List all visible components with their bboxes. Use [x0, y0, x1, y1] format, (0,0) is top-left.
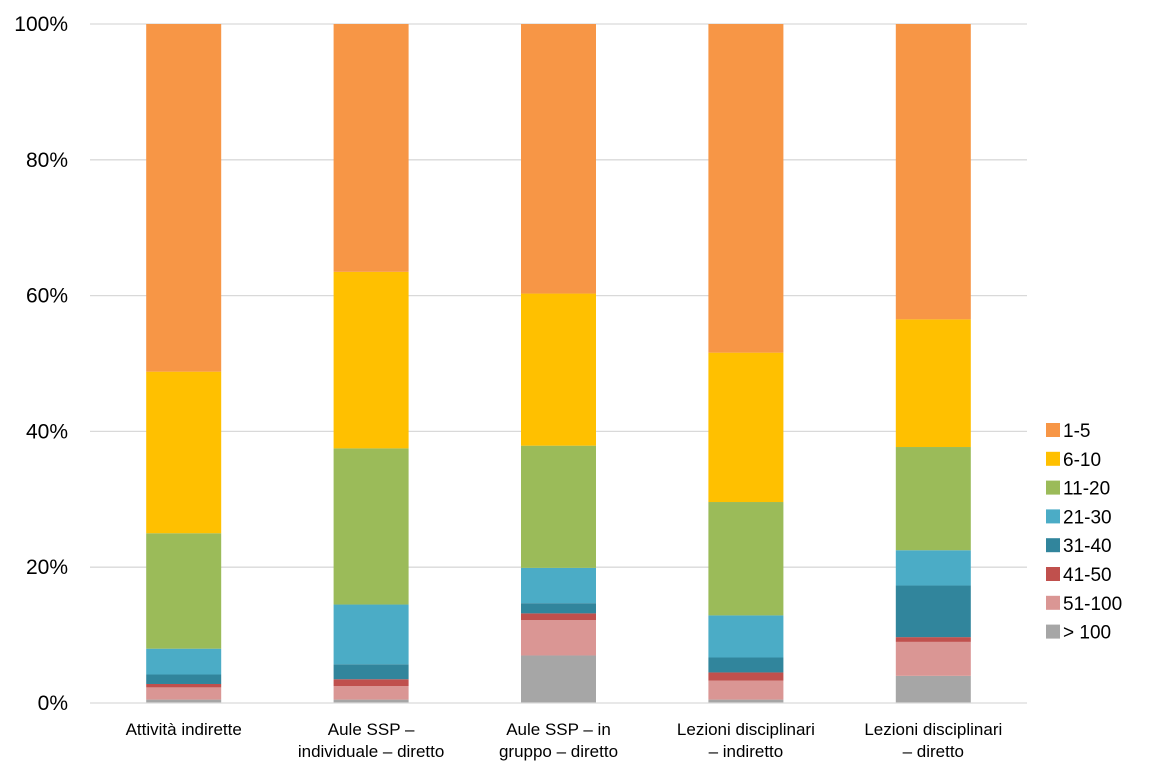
bar-segment-1-5 — [708, 24, 784, 353]
y-tick-label: 60% — [26, 285, 68, 308]
bar-segment-31-40 — [146, 674, 222, 684]
bar-segment-51-100 — [333, 686, 409, 700]
legend-swatch — [1046, 538, 1060, 553]
bar-segment-6-10 — [333, 271, 409, 449]
legend-item: 6-10 — [1046, 450, 1101, 471]
legend-swatch — [1046, 480, 1060, 495]
y-tick-label: 40% — [26, 420, 68, 443]
y-axis-labels: 0% 20% 40% 60% 80% 100% — [14, 13, 68, 715]
bar-segment-41-50 — [521, 613, 596, 621]
bar-segment-100 — [333, 699, 409, 703]
bar-segment-41-50 — [333, 679, 409, 687]
y-tick-label: 0% — [38, 692, 68, 715]
bar-segment-21-30 — [895, 550, 971, 586]
y-tick-label: 100% — [14, 13, 68, 36]
legend-item: 41-50 — [1046, 565, 1112, 586]
bar-segment-6-10 — [895, 319, 971, 448]
legend-label: 31-40 — [1063, 536, 1112, 557]
bar-segment-11-20 — [895, 447, 971, 551]
legend-item: 51-100 — [1046, 594, 1122, 615]
x-tick-label: Lezioni disciplinari – indiretto — [677, 720, 815, 761]
bar-segment-100 — [146, 699, 222, 703]
bar-segment-1-5 — [521, 24, 596, 294]
x-axis-labels: Attività indirette Aule SSP – individuale … — [126, 720, 1003, 761]
bar-segment-41-50 — [708, 672, 784, 681]
bar-segment-11-20 — [146, 533, 222, 649]
bar-segment-31-40 — [333, 664, 409, 680]
x-tick-label: Lezioni disciplinari – diretto — [864, 720, 1002, 761]
legend-label: 6-10 — [1063, 450, 1101, 471]
bar-segment-100 — [521, 655, 596, 703]
legend-swatch — [1046, 423, 1060, 437]
bar-segment-51-100 — [146, 687, 222, 700]
legend-label: 21-30 — [1063, 507, 1112, 528]
bars — [146, 24, 971, 703]
bar-segment-11-20 — [333, 448, 409, 605]
x-tick-label: Aule SSP – individuale – diretto — [298, 720, 444, 761]
bar-segment-21-30 — [521, 567, 596, 604]
bar-segment-21-30 — [333, 604, 409, 665]
legend-swatch — [1046, 509, 1060, 524]
bar-segment-31-40 — [521, 603, 596, 614]
legend: 1-5 6-10 11-20 21-30 31-40 41-50 51-100 > 100 — [1046, 421, 1122, 644]
bar-segment-6-10 — [708, 352, 784, 503]
legend-label: 11-20 — [1063, 479, 1110, 500]
legend-label: 41-50 — [1063, 565, 1112, 586]
bar-segment-51-100 — [895, 641, 971, 676]
y-tick-label: 80% — [26, 149, 68, 172]
legend-swatch — [1046, 567, 1060, 581]
legend-item: 31-40 — [1046, 536, 1112, 557]
legend-swatch — [1046, 451, 1060, 466]
legend-swatch — [1046, 624, 1060, 639]
bar-segment-11-20 — [521, 445, 596, 568]
legend-label: 51-100 — [1063, 594, 1122, 615]
bar-segment-51-100 — [521, 620, 596, 656]
legend-swatch — [1046, 595, 1060, 610]
x-tick-label: Aule SSP – in gruppo – diretto — [499, 720, 618, 761]
legend-item: 21-30 — [1046, 507, 1112, 528]
bar-segment-6-10 — [521, 293, 596, 446]
bar-segment-6-10 — [146, 371, 222, 534]
legend-label: 1-5 — [1063, 421, 1090, 442]
bar-segment-31-40 — [708, 657, 784, 673]
bar-segment-31-40 — [895, 585, 971, 638]
legend-item: > 100 — [1046, 623, 1111, 644]
bar-segment-1-5 — [895, 24, 971, 320]
bar-segment-51-100 — [708, 680, 784, 700]
bar-segment-1-5 — [333, 24, 409, 272]
bar-segment-41-50 — [895, 637, 971, 642]
bar-segment-41-50 — [146, 683, 222, 688]
bar-segment-100 — [895, 675, 971, 703]
y-tick-label: 20% — [26, 556, 68, 579]
bar-segment-21-30 — [146, 648, 222, 675]
bar-segment-100 — [708, 699, 784, 703]
x-tick-label: Attività indirette — [126, 720, 242, 739]
bar-segment-11-20 — [708, 502, 784, 616]
legend-item: 1-5 — [1046, 421, 1090, 442]
legend-label: > 100 — [1063, 623, 1111, 644]
bar-segment-1-5 — [146, 24, 222, 372]
bar-segment-21-30 — [708, 615, 784, 658]
legend-item: 11-20 — [1046, 479, 1110, 500]
